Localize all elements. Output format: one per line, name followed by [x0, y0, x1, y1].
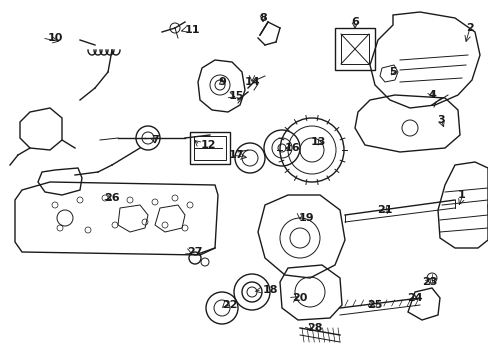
Text: 13: 13 [310, 137, 325, 147]
Text: 12: 12 [200, 140, 215, 150]
Text: 28: 28 [306, 323, 322, 333]
Text: 11: 11 [184, 25, 199, 35]
Text: 16: 16 [285, 143, 300, 153]
Text: 6: 6 [350, 17, 358, 27]
Text: 22: 22 [222, 300, 237, 310]
Bar [190, 132, 229, 164]
Text: 3: 3 [436, 115, 444, 125]
Text: 15: 15 [228, 91, 243, 101]
Text: 20: 20 [292, 293, 307, 303]
Text: 2: 2 [465, 23, 473, 33]
Text: 27: 27 [187, 247, 203, 257]
Text: 1: 1 [457, 190, 465, 200]
Text: 18: 18 [262, 285, 277, 295]
Text: 7: 7 [151, 135, 159, 145]
Text: 25: 25 [366, 300, 382, 310]
Text: 23: 23 [422, 277, 437, 287]
Text: 21: 21 [376, 205, 392, 215]
Text: 17: 17 [228, 150, 243, 160]
Text: 5: 5 [388, 67, 396, 77]
Bar [340, 34, 368, 64]
Bar [334, 28, 374, 70]
Text: 26: 26 [104, 193, 120, 203]
Text: 19: 19 [299, 213, 314, 223]
Text: 9: 9 [218, 77, 225, 87]
Text: 4: 4 [427, 90, 435, 100]
Text: 10: 10 [47, 33, 62, 43]
Text: 8: 8 [259, 13, 266, 23]
Bar [194, 136, 225, 160]
Text: 14: 14 [244, 77, 259, 87]
Text: 24: 24 [407, 293, 422, 303]
